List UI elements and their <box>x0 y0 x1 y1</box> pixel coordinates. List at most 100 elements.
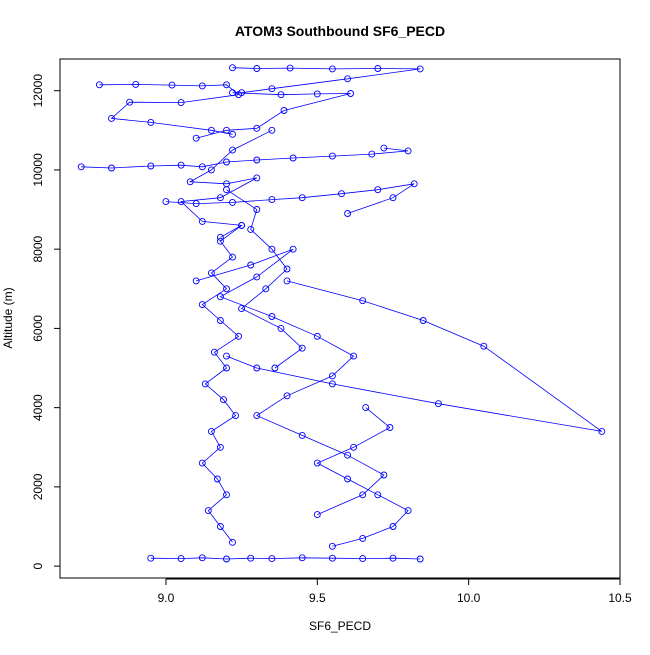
data-point <box>108 114 115 122</box>
data-point <box>207 269 215 277</box>
plot-frame <box>59 58 621 579</box>
data-point <box>268 555 276 563</box>
data-point <box>328 542 336 550</box>
data-point <box>344 475 352 483</box>
data-point <box>298 194 306 202</box>
data-point <box>268 245 276 253</box>
data-point <box>198 82 206 90</box>
data-point <box>253 65 261 72</box>
data-point <box>229 130 236 138</box>
x-axis: 9.0 9.5 10.0 10.5 <box>158 578 632 605</box>
data-point <box>162 198 170 206</box>
data-point <box>238 221 246 229</box>
series-line <box>99 83 240 135</box>
data-point <box>268 196 276 204</box>
data-point <box>386 424 394 431</box>
series-line <box>201 225 242 543</box>
data-point <box>359 297 367 305</box>
data-point <box>268 313 276 320</box>
data-point <box>247 554 255 562</box>
data-point <box>253 412 261 420</box>
data-point <box>220 396 227 404</box>
data-point <box>416 555 424 563</box>
data-point <box>232 412 240 420</box>
data-point <box>204 507 212 515</box>
data-point <box>350 443 358 451</box>
data-point <box>344 451 352 459</box>
data-point <box>147 118 155 126</box>
data-point <box>235 91 243 99</box>
y-tick-label: 6000 <box>31 315 45 342</box>
data-point <box>374 65 382 72</box>
data-point <box>350 352 358 360</box>
data-point <box>216 523 224 530</box>
series-line <box>232 67 421 94</box>
data-point <box>313 511 321 519</box>
data-point <box>147 162 155 170</box>
series-layer <box>77 64 606 563</box>
data-point <box>389 523 397 530</box>
data-point <box>374 186 382 194</box>
data-point <box>201 380 209 388</box>
data-point <box>289 245 297 253</box>
data-point <box>344 210 352 217</box>
data-point <box>347 90 355 97</box>
x-tick-label: 10.0 <box>457 591 481 605</box>
data-point <box>404 507 412 515</box>
data-point <box>223 491 230 499</box>
series-line <box>150 557 421 560</box>
data-point <box>229 64 236 72</box>
series-line <box>226 189 303 369</box>
data-point <box>380 144 388 152</box>
data-point <box>313 459 321 467</box>
data-point <box>253 124 261 132</box>
data-point <box>268 85 276 93</box>
series-line <box>196 248 385 515</box>
x-tick-label: 9.0 <box>158 591 175 605</box>
data-point <box>338 190 345 198</box>
y-axis-title: Altitude (m) <box>1 287 15 348</box>
data-point <box>598 427 606 435</box>
data-point <box>207 166 215 174</box>
data-point <box>229 198 236 206</box>
data-point <box>198 554 206 562</box>
data-point <box>229 253 236 261</box>
data-point <box>177 555 185 563</box>
x-tick-label: 10.5 <box>608 591 632 605</box>
data-point <box>177 161 185 169</box>
series-line <box>196 92 351 139</box>
data-point <box>262 285 270 293</box>
data-point <box>108 164 115 172</box>
series-line <box>180 129 273 238</box>
data-point <box>480 342 488 350</box>
data-point <box>277 324 285 332</box>
data-point <box>198 301 206 309</box>
data-point <box>223 285 230 293</box>
x-tick-label: 9.5 <box>309 591 326 605</box>
data-point <box>247 225 255 233</box>
data-point <box>198 217 206 225</box>
data-point <box>132 80 140 88</box>
data-point <box>253 273 261 281</box>
series-line <box>316 407 409 547</box>
data-point <box>247 261 255 269</box>
data-point <box>283 392 291 400</box>
data-point <box>126 98 134 106</box>
data-point <box>192 134 200 142</box>
data-point <box>328 65 336 73</box>
data-point <box>177 99 185 107</box>
data-point <box>344 75 352 83</box>
data-point <box>359 534 367 542</box>
data-point <box>223 352 230 360</box>
data-point <box>216 237 224 245</box>
data-point <box>277 91 285 99</box>
data-point <box>238 305 246 313</box>
data-point <box>213 475 221 483</box>
data-point <box>207 427 215 435</box>
y-tick-label: 10000 <box>31 153 45 187</box>
data-point <box>253 364 261 372</box>
data-point <box>283 277 291 285</box>
data-point <box>389 554 397 562</box>
data-point <box>283 265 291 273</box>
data-point <box>298 431 306 439</box>
